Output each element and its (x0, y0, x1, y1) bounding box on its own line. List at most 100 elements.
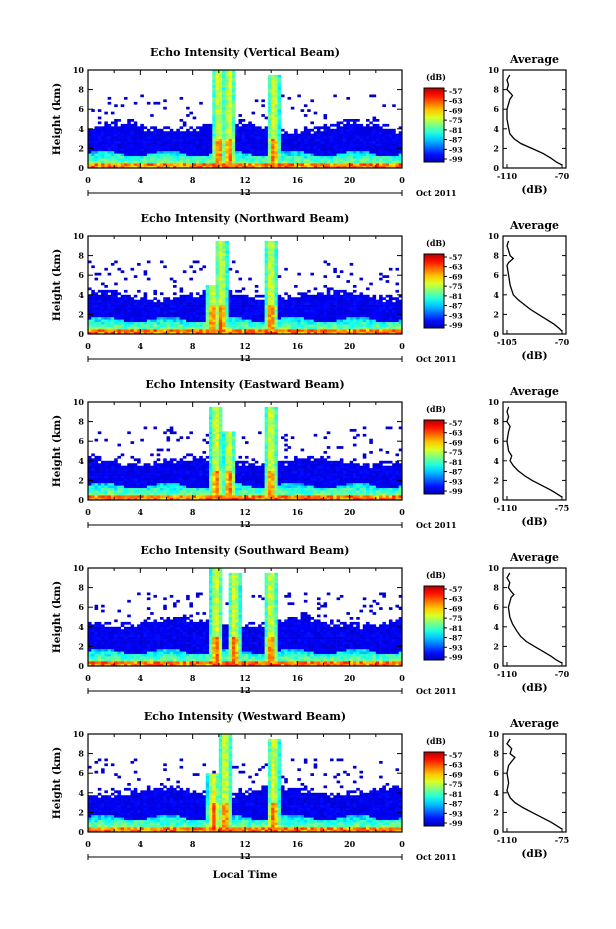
average-y-tick-label: 10 (488, 231, 500, 241)
colorbar-tick-label: -87 (449, 634, 463, 643)
average-y-tick-label: 4 (493, 124, 499, 134)
y-tick-label: 2 (78, 309, 84, 319)
colorbar-tick-label: -81 (449, 790, 463, 799)
colorbar (423, 253, 445, 329)
average-y-tick-label: 8 (493, 583, 499, 593)
noon-label: 12 (239, 519, 250, 529)
average-frame (502, 401, 567, 501)
x-tick-label: 8 (190, 175, 196, 185)
y-tick-label: 2 (78, 641, 84, 651)
panel-title: Echo Intensity (Eastward Beam) (145, 378, 344, 391)
x-tick-label: 12 (239, 839, 250, 849)
colorbar-tick-label: -93 (449, 643, 463, 652)
average-y-tick-label: 0 (493, 661, 499, 671)
x-tick-label: 12 (239, 673, 250, 683)
heatmap-cells (88, 70, 403, 169)
average-profile-line (506, 572, 563, 664)
x-tick-label: 8 (190, 839, 196, 849)
y-tick-label: 6 (78, 602, 84, 612)
y-tick-label: 4 (78, 290, 84, 300)
colorbar-tick-label: -81 (449, 624, 463, 633)
average-x-tick-label: -110 (497, 503, 517, 513)
x-tick-label: 4 (138, 507, 144, 517)
panel-1: Echo Intensity (Vertical Beam) 0 2 4 6 8 10 Hei… (51, 46, 570, 198)
colorbar-tick-label: -75 (449, 780, 463, 789)
panel-title: Echo Intensity (Westward Beam) (144, 710, 346, 723)
colorbar-tick-label: -69 (449, 438, 463, 447)
y-tick-label: 4 (78, 124, 84, 134)
y-tick-label: 8 (78, 417, 84, 427)
y-tick-label: 10 (73, 563, 85, 573)
y-tick-label: 4 (78, 622, 84, 632)
date-label: Oct 2011 (416, 188, 457, 198)
average-profile-line (506, 74, 563, 166)
y-axis-label: Height (km) (51, 83, 63, 155)
heatmap-cells (88, 240, 403, 335)
heatmap-cells (88, 406, 403, 501)
average-profile-line (506, 406, 563, 498)
x-tick-label: 0 (85, 673, 91, 683)
average-x-label: (dB) (521, 350, 547, 362)
colorbar-tick-label: -63 (449, 761, 463, 770)
y-tick-label: 2 (78, 475, 84, 485)
colorbar-tick-label: -63 (449, 595, 463, 604)
y-tick-label: 2 (78, 807, 84, 817)
y-tick-label: 10 (73, 231, 85, 241)
average-x-label: (dB) (521, 516, 547, 528)
average-y-tick-label: 0 (493, 495, 499, 505)
colorbar-tick-label: -99 (449, 321, 463, 330)
average-title: Average (509, 219, 559, 232)
colorbar-tick-label: -63 (449, 263, 463, 272)
x-tick-label: 20 (344, 175, 356, 185)
x-tick-label: 16 (292, 341, 304, 351)
x-tick-label: 16 (292, 839, 304, 849)
colorbar-unit: (dB) (426, 72, 446, 82)
y-axis-label: Height (km) (51, 581, 63, 653)
colorbar (423, 585, 445, 661)
y-tick-label: 0 (78, 661, 84, 671)
x-tick-label: 0 (399, 507, 405, 517)
colorbar-tick-label: -57 (449, 419, 463, 428)
x-tick-label: 0 (399, 839, 405, 849)
panel-title: Echo Intensity (Northward Beam) (141, 212, 350, 225)
average-x-tick-label: -110 (497, 835, 517, 845)
average-y-tick-label: 2 (493, 309, 499, 319)
colorbar-unit: (dB) (426, 238, 446, 248)
date-label: Oct 2011 (416, 852, 457, 862)
panel-5: Echo Intensity (Westward Beam) 0 2 4 6 8 10 Hei… (51, 710, 569, 862)
average-y-tick-label: 6 (493, 436, 499, 446)
average-y-tick-label: 4 (493, 622, 499, 632)
average-y-tick-label: 0 (493, 827, 499, 837)
y-tick-label: 8 (78, 583, 84, 593)
colorbar-tick-label: -75 (449, 448, 463, 457)
colorbar-tick-label: -69 (449, 604, 463, 613)
average-x-tick-label: -70 (555, 669, 570, 679)
date-label: Oct 2011 (416, 520, 457, 530)
average-y-tick-label: 10 (488, 397, 500, 407)
y-tick-label: 6 (78, 436, 84, 446)
noon-label: 12 (239, 851, 250, 861)
x-tick-label: 4 (138, 341, 144, 351)
x-tick-label: 20 (344, 341, 356, 351)
colorbar-tick-label: -87 (449, 136, 463, 145)
average-title: Average (509, 53, 559, 66)
average-frame (502, 567, 567, 667)
average-y-tick-label: 6 (493, 768, 499, 778)
y-tick-label: 8 (78, 85, 84, 95)
average-profile-line (506, 240, 563, 332)
y-axis-label: Height (km) (51, 415, 63, 487)
x-tick-label: 0 (399, 341, 405, 351)
panel-title: Echo Intensity (Vertical Beam) (150, 46, 340, 59)
colorbar-tick-label: -93 (449, 477, 463, 486)
y-axis-label: Height (km) (51, 249, 63, 321)
colorbar-tick-label: -81 (449, 458, 463, 467)
heatmap-cells (88, 568, 403, 667)
colorbar-tick-label: -99 (449, 653, 463, 662)
x-tick-label: 8 (190, 341, 196, 351)
noon-label: 12 (239, 353, 250, 363)
average-y-tick-label: 8 (493, 749, 499, 759)
noon-label: 12 (239, 187, 250, 197)
average-x-tick-label: -110 (497, 171, 517, 181)
y-tick-label: 10 (73, 65, 85, 75)
